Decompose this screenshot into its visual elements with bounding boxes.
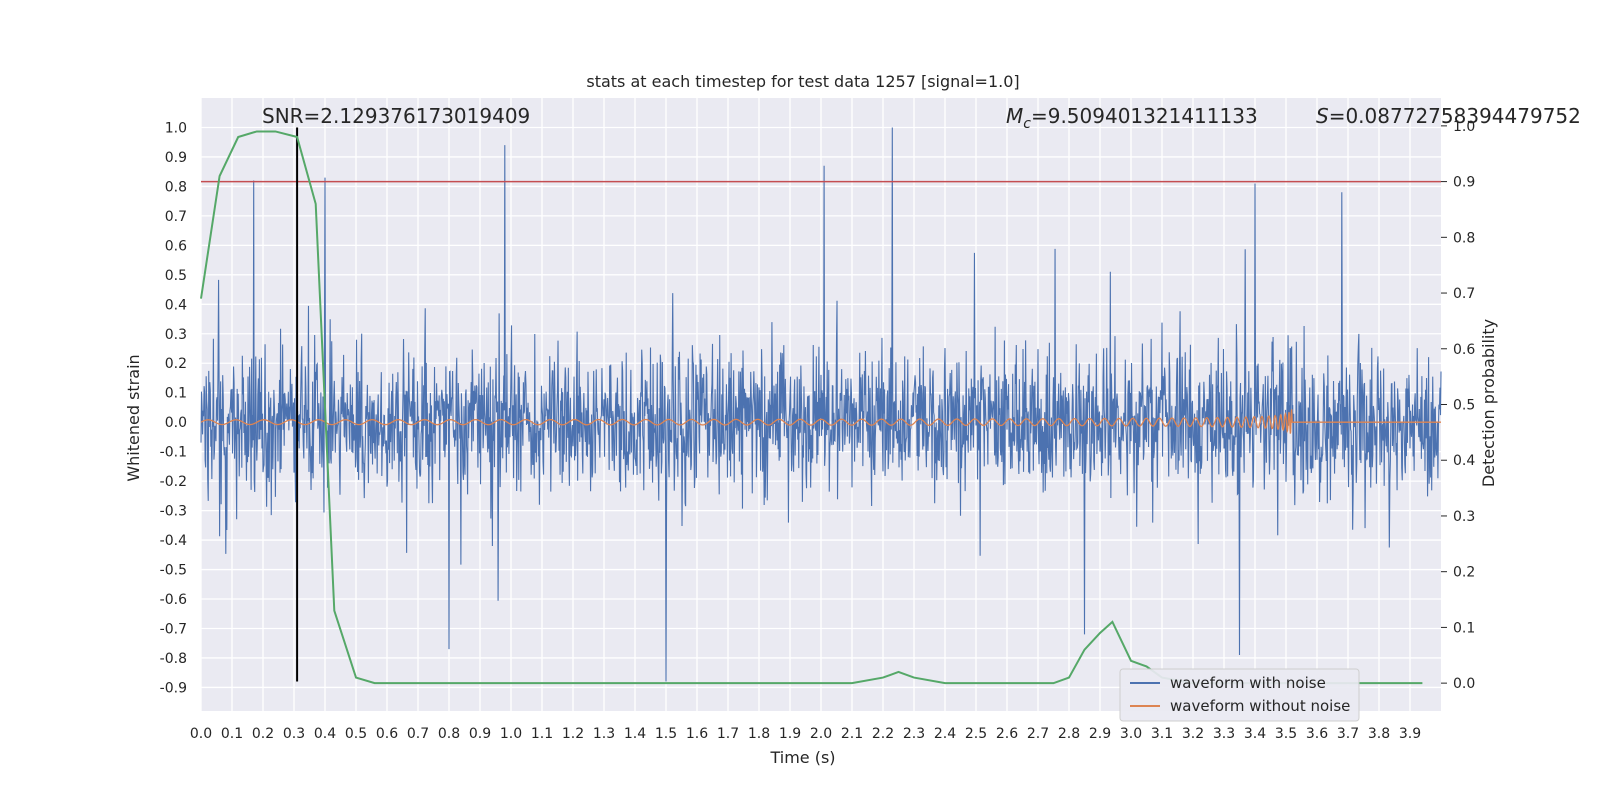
y2-tick-label: 1.0	[1453, 119, 1475, 135]
y-tick-label: 0.1	[165, 386, 187, 402]
x-tick-label: 2.6	[996, 726, 1018, 742]
legend-label-noisy: waveform with noise	[1170, 674, 1326, 692]
x-tick-label: 0.3	[283, 726, 305, 742]
chart-title: stats at each timestep for test data 125…	[586, 72, 1019, 91]
y-axis-label: Whitened strain	[124, 354, 143, 481]
x-tick-label: 2.2	[872, 726, 894, 742]
series-noisy-waveform	[200, 127, 1442, 682]
x-tick-label: 3.5	[1275, 726, 1297, 742]
y-tick-label: 0.6	[165, 238, 187, 254]
x-tick-label: 1.9	[779, 726, 801, 742]
x-tick-label: 1.8	[748, 726, 770, 742]
legend: waveform with noise waveform without noi…	[1119, 668, 1360, 722]
x-tick-label: 0.4	[314, 726, 336, 742]
y-tick-label: 0.9	[165, 150, 187, 166]
x-tick-label: 3.1	[1151, 726, 1173, 742]
x-tick-label: 1.7	[717, 726, 739, 742]
x-tick-label: 1.2	[562, 726, 584, 742]
y2-tick-label: 0.9	[1453, 175, 1475, 191]
y-tick-label: -0.2	[160, 474, 187, 490]
x-tick-label: 0.9	[469, 726, 491, 742]
x-tick-label: 3.2	[1182, 726, 1204, 742]
x-tick-label: 2.4	[934, 726, 956, 742]
x-tick-label: 0.0	[190, 726, 212, 742]
x-axis-label: Time (s)	[769, 748, 835, 767]
x-tick-label: 2.1	[841, 726, 863, 742]
x-tick-label: 0.7	[407, 726, 429, 742]
y-tick-label: -0.5	[160, 563, 187, 579]
x-tick-label: 0.5	[345, 726, 367, 742]
x-tick-label: 1.5	[655, 726, 677, 742]
y2-tick-label: 0.0	[1453, 676, 1475, 692]
legend-label-clean: waveform without noise	[1170, 697, 1350, 715]
y2-tick-label: 0.1	[1453, 620, 1475, 636]
x-tick-label: 2.3	[903, 726, 925, 742]
y-tick-label: -0.1	[160, 445, 187, 461]
x-tick-label: 0.1	[221, 726, 243, 742]
x-tick-label: 2.7	[1027, 726, 1049, 742]
y2-tick-labels: 0.0 0.1 0.2 0.3 0.4 0.5 0.6 0.7 0.8 0.9 1.0	[1441, 119, 1475, 692]
series-detection-probability	[200, 130, 1423, 685]
y2-tick-label: 0.6	[1453, 342, 1475, 358]
x-tick-label: 2.0	[810, 726, 832, 742]
y2-tick-label: 0.8	[1453, 230, 1475, 246]
legend-box	[1119, 668, 1360, 722]
x-tick-label: 1.0	[500, 726, 522, 742]
reference-lines	[201, 127, 1441, 682]
series-clean-waveform	[200, 409, 1441, 434]
y-tick-label: -0.7	[160, 621, 187, 637]
y2-tick-label: 0.4	[1453, 453, 1475, 469]
x-tick-label: 0.8	[438, 726, 460, 742]
y-tick-label: -0.9	[160, 680, 187, 696]
y2-tick-label: 0.7	[1453, 286, 1475, 302]
x-tick-label: 2.9	[1089, 726, 1111, 742]
s-symbol: S	[1316, 104, 1329, 128]
y2-tick-label: 0.3	[1453, 509, 1475, 525]
y2-tick-label: 0.2	[1453, 565, 1475, 581]
x-tick-label: 1.4	[624, 726, 646, 742]
x-tick-label: 3.0	[1120, 726, 1142, 742]
noisy-waveform-line	[200, 127, 1442, 682]
snr-annotation: SNR=2.129376173019409	[262, 104, 530, 128]
x-tick-label: 3.7	[1337, 726, 1359, 742]
y2-tick-label: 0.5	[1453, 398, 1475, 414]
y-tick-labels: -0.9 -0.8 -0.7 -0.6 -0.5 -0.4 -0.3 -0.2 -0.1 0.0 0…	[160, 120, 187, 696]
x-tick-label: 3.8	[1368, 726, 1390, 742]
mc-value: =9.509401321411133	[1031, 104, 1258, 128]
x-tick-label: 3.3	[1213, 726, 1235, 742]
y-tick-label: 0.0	[165, 415, 187, 431]
y-tick-label: 0.3	[165, 327, 187, 343]
x-tick-label: 3.6	[1306, 726, 1328, 742]
y-tick-label: 0.5	[165, 268, 187, 284]
y-tick-label: 0.7	[165, 209, 187, 225]
y-tick-label: 0.8	[165, 179, 187, 195]
mc-subscript: c	[1023, 116, 1031, 132]
y-tick-label: -0.3	[160, 504, 187, 520]
clean-waveform-line	[200, 409, 1441, 434]
y-tick-label: 0.4	[165, 297, 187, 313]
y-tick-label: -0.6	[160, 592, 187, 608]
x-tick-label: 1.6	[686, 726, 708, 742]
x-tick-labels: 0.0 0.1 0.2 0.3 0.4 0.5 0.6 0.7 0.8 0.9 1.0 1.1 1.2 1…	[190, 726, 1421, 742]
x-tick-label: 2.8	[1058, 726, 1080, 742]
x-tick-label: 0.6	[376, 726, 398, 742]
x-tick-label: 0.2	[252, 726, 274, 742]
y-tick-label: 1.0	[165, 120, 187, 136]
y-tick-label: -0.8	[160, 651, 187, 667]
x-tick-label: 3.4	[1244, 726, 1266, 742]
y-tick-label: -0.4	[160, 533, 187, 549]
mc-symbol: M	[1006, 104, 1023, 128]
x-tick-label: 1.3	[593, 726, 615, 742]
x-tick-label: 1.1	[531, 726, 553, 742]
y-tick-label: 0.2	[165, 356, 187, 372]
s-value: =0.08772758394479752	[1329, 104, 1581, 128]
x-tick-label: 3.9	[1399, 726, 1421, 742]
mc-annotation: Mc=9.509401321411133	[1006, 104, 1258, 132]
s-annotation: S=0.08772758394479752	[1316, 104, 1581, 128]
detection-probability-line	[200, 130, 1423, 685]
y2-axis-label: Detection probability	[1479, 319, 1498, 487]
x-tick-label: 2.5	[965, 726, 987, 742]
